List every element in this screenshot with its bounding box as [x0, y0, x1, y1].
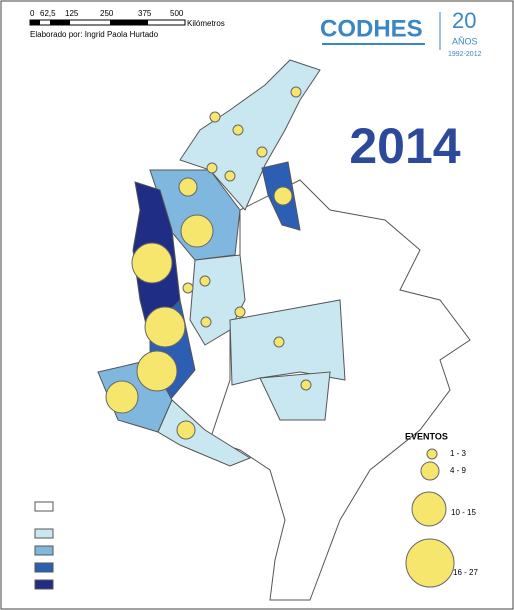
event-bubble [136, 350, 178, 392]
event-bubble [209, 111, 221, 123]
department [157, 399, 252, 467]
logo-name: CODHES [320, 15, 423, 42]
logo: CODHES 20 AÑOS 1992-2012 [320, 8, 482, 58]
event-bubble [131, 242, 173, 284]
map-shape [30, 20, 40, 25]
map-shape [34, 528, 54, 539]
event-bubble [176, 420, 196, 440]
event-bubble [411, 491, 447, 527]
event-bubble [144, 306, 186, 348]
event-bubble [199, 275, 211, 287]
event-bubble [420, 461, 440, 481]
event-bubble [180, 214, 214, 248]
map-shape [34, 579, 54, 590]
scale-label: 62,5 [40, 9, 56, 18]
event-bubble [105, 380, 139, 414]
event-bubble [232, 124, 244, 136]
legend-label: 1 - 3 [450, 449, 467, 458]
event-bubble [426, 448, 438, 460]
map-shape [50, 20, 70, 25]
legend-label: 10 - 15 [451, 508, 476, 517]
event-bubble [206, 162, 218, 174]
scale-label: 500 [170, 9, 184, 18]
logo-years: AÑOS [452, 36, 478, 46]
department [209, 179, 471, 601]
event-bubble [256, 146, 268, 158]
legend-label: 16 - 27 [453, 568, 478, 577]
event-bubble [200, 316, 212, 328]
map-shape [110, 20, 148, 25]
event-bubble [234, 306, 246, 318]
event-bubble [290, 86, 302, 98]
event-bubble [224, 170, 236, 182]
event-bubble [178, 177, 198, 197]
scale-bar: 0 62,5 125 250 375 500 Kilómetros Elabor… [29, 9, 225, 39]
scale-label: 125 [65, 9, 79, 18]
legend-label: 4 - 9 [450, 466, 467, 475]
event-bubble [273, 336, 285, 348]
credit: Elaborado por: Ingrid Paola Hurtado [30, 30, 159, 39]
scale-label: 0 [30, 9, 35, 18]
scale-label: 375 [138, 9, 152, 18]
scale-unit: Kilómetros [187, 19, 225, 28]
logo-period: 1992-2012 [448, 51, 482, 58]
legend-title: EVENTOS [405, 431, 448, 441]
color-legend [34, 501, 54, 590]
event-bubble [182, 282, 194, 294]
map-shape [34, 501, 54, 512]
department [259, 371, 331, 421]
map-shape [34, 545, 54, 556]
events-legend: EVENTOS 1 - 3 4 - 9 10 - 15 16 - 27 [405, 431, 478, 588]
event-bubble [405, 538, 455, 588]
event-bubble [273, 186, 293, 206]
logo-anniversary: 20 [452, 8, 476, 33]
year: 2014 [349, 118, 460, 174]
scale-label: 250 [100, 9, 114, 18]
event-bubble [300, 379, 312, 391]
map-shape [34, 562, 54, 573]
department [229, 299, 346, 386]
event-bubbles [105, 86, 312, 440]
